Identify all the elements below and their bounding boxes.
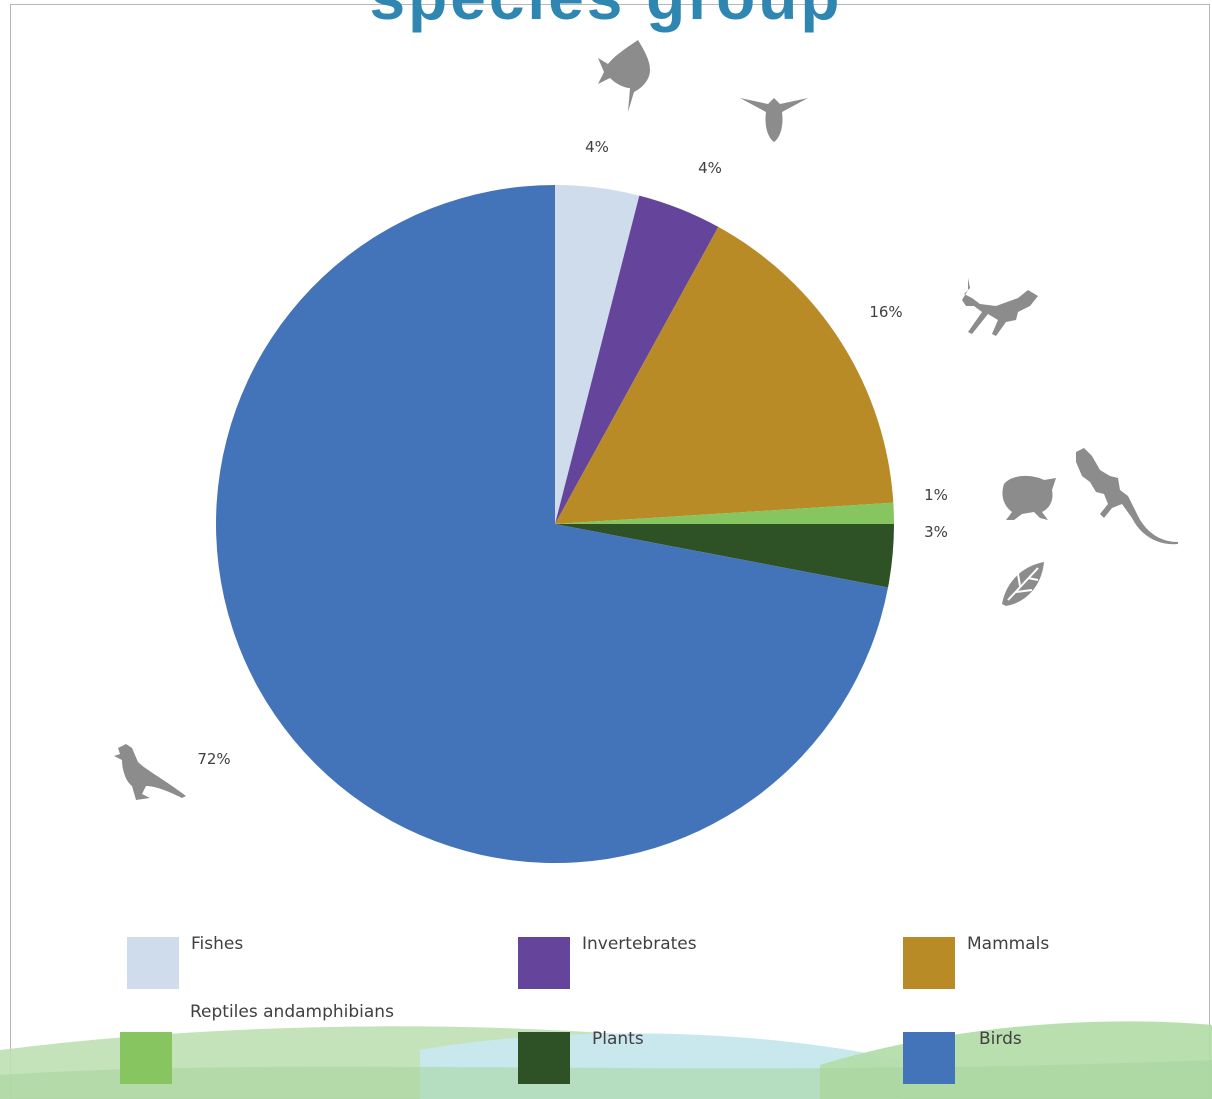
legend-label: Fishes — [191, 934, 244, 954]
legend-item-mammals: Mammals — [903, 934, 1212, 997]
slice-value-label: 4% — [585, 138, 609, 156]
frog-icon — [1002, 475, 1056, 520]
bird-icon — [114, 744, 186, 800]
legend-swatch — [127, 937, 179, 989]
slice-value-label: 3% — [924, 523, 948, 541]
legend-label: Plants — [592, 1029, 644, 1049]
pie-slice-reptiles-andamphibians — [555, 502, 894, 524]
legend-item-invertebrates: Invertebrates — [518, 934, 898, 997]
legend-item-birds: Birds — [903, 1029, 1212, 1092]
pie-slice-fishes — [555, 185, 640, 524]
leaf-icon — [1002, 562, 1044, 606]
pie-slice-birds — [216, 185, 888, 863]
legend-swatch — [903, 1032, 955, 1084]
legend-item-plants: Plants — [518, 1029, 898, 1092]
slice-value-label: 16% — [869, 303, 902, 321]
legend-swatch — [120, 1032, 172, 1084]
slice-value-label: 4% — [698, 159, 722, 177]
insect-icon — [740, 98, 808, 142]
pie-slice-mammals — [555, 226, 894, 524]
pie-slice-invertebrates — [555, 195, 719, 524]
deer-icon — [962, 278, 1038, 336]
slice-value-label: 72% — [197, 750, 230, 768]
legend-item-fishes: Fishes — [127, 934, 507, 997]
slice-value-label: 1% — [924, 486, 948, 504]
legend-swatch — [518, 1032, 570, 1084]
legend-label: Reptiles andamphibians — [190, 1002, 394, 1022]
legend-label: Mammals — [967, 934, 1050, 954]
legend-swatch — [518, 937, 570, 989]
legend-label: Birds — [979, 1029, 1022, 1049]
legend-item-reptiles-amphibians: Reptiles andamphibians — [120, 1002, 500, 1092]
chart-title: species group — [0, 0, 1212, 34]
legend-label: Invertebrates — [582, 934, 697, 954]
pie-slice-plants — [555, 524, 895, 588]
lizard-icon — [1076, 448, 1178, 545]
fish-icon — [598, 40, 650, 112]
legend-swatch — [903, 937, 955, 989]
